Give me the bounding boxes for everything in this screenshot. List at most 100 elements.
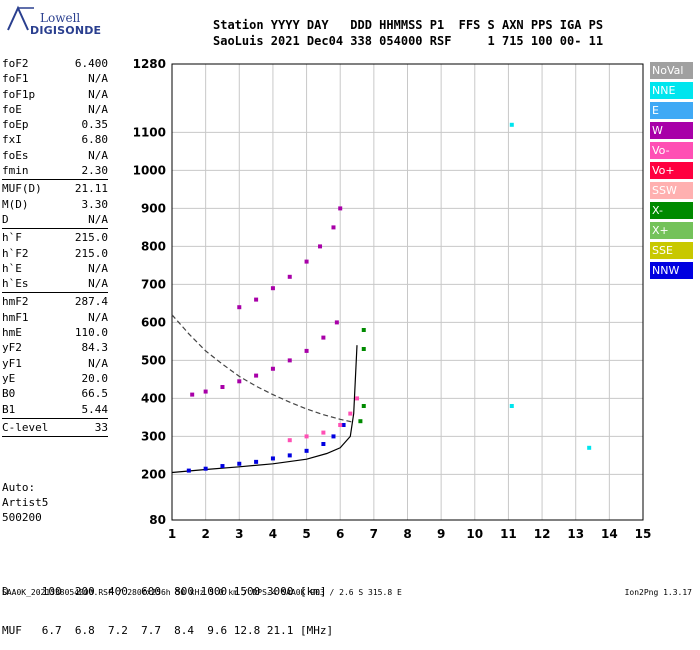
tail-line-2: Artist5 (2, 496, 49, 509)
tail-line-3: 500200 (2, 511, 42, 524)
param-value: N/A (88, 212, 108, 226)
param-value: N/A (88, 277, 108, 291)
y-tick-label: 80 (149, 513, 166, 527)
param-row: h`F2 215.0 (2, 246, 108, 261)
param-row: fmin 2.30 (2, 163, 108, 178)
y-tick-label: 1280 (133, 57, 166, 71)
param-label: h`F2 (2, 246, 29, 260)
y-tick-label: 500 (141, 353, 166, 367)
x-tick-label: 4 (269, 527, 277, 541)
y-tick-label: 800 (141, 239, 166, 253)
data-point-vo- (338, 423, 343, 427)
param-label: yF2 (2, 341, 22, 355)
legend-item-ssw: SSW (650, 182, 693, 199)
data-point-nne (587, 445, 592, 450)
x-tick-label: 1 (168, 527, 176, 541)
param-row: B0 66.5 (2, 386, 108, 401)
legend-item-vo-: Vo- (650, 142, 693, 159)
param-value: 215.0 (74, 246, 108, 260)
data-point-nnw (270, 456, 275, 461)
data-point-w (270, 366, 275, 371)
data-point-w (287, 274, 292, 279)
param-row: foF2 6.400 (2, 56, 108, 71)
logo-lowell-text: Lowell (40, 11, 81, 25)
data-point-w (318, 244, 323, 249)
param-value: 6.400 (74, 57, 108, 70)
y-tick-label: 700 (141, 277, 166, 291)
param-row: yF1 N/A (2, 356, 108, 371)
parameter-list: foF2 6.400 foF1 N/A foF1p N/A foE N/A foEp 0.35 fx… (2, 56, 108, 438)
data-point-w (338, 206, 343, 211)
param-value: 2.30 (81, 164, 109, 178)
data-point-w (190, 392, 195, 397)
legend-item-nnw: NNW (650, 262, 693, 279)
data-point-nnw (341, 423, 346, 427)
data-point-w (254, 297, 259, 302)
param-row: yE 20.0 (2, 371, 108, 386)
data-point-vo- (287, 438, 292, 443)
legend-item-e: E (650, 102, 693, 119)
data-point-w (304, 348, 309, 353)
param-label: fxI (2, 133, 22, 147)
x-tick-label: 10 (466, 527, 483, 541)
x-tick-label: 14 (601, 527, 618, 541)
param-label: hmF1 (2, 310, 29, 324)
y-tick-label: 1100 (133, 125, 166, 139)
x-tick-label: 15 (635, 527, 652, 541)
param-row: h`F 215.0 (2, 230, 108, 245)
data-point-nnw (254, 459, 259, 464)
param-row: foEp 0.35 (2, 117, 108, 132)
data-point-nnw (304, 448, 309, 453)
param-value: N/A (88, 87, 108, 101)
param-label: MUF(D) (2, 182, 42, 196)
x-tick-label: 12 (534, 527, 551, 541)
param-row: hmF2 287.4 (2, 294, 108, 309)
param-row: fxI 6.80 (2, 132, 108, 147)
x-tick-label: 6 (336, 527, 344, 541)
param-row: yF2 84.3 (2, 340, 108, 355)
legend-item-x-: X+ (650, 222, 693, 239)
param-label: foEs (2, 148, 29, 162)
data-point-w (331, 225, 336, 230)
data-point-vo- (355, 396, 360, 401)
data-point-w (304, 259, 309, 264)
param-row: foF1 N/A (2, 71, 108, 86)
data-point-x- (361, 404, 366, 408)
footer-info: SAA0K_2021338054000.RSF / 280fx256h 50 k… (2, 588, 402, 597)
param-label: B0 (2, 387, 16, 401)
legend-item-w: W (650, 122, 693, 139)
param-label: hmF2 (2, 295, 29, 309)
param-separator (2, 292, 108, 294)
logo-digisonde-text: DIGISONDE (30, 24, 102, 37)
plot-frame (171, 63, 644, 521)
param-separator (2, 417, 108, 419)
legend-item-sse: SSE (650, 242, 693, 259)
param-label: foF1 (2, 72, 29, 86)
muf-table-muf-row: MUF 6.7 6.8 7.2 7.7 8.4 9.6 12.8 21.1 [M… (2, 624, 334, 637)
param-label: h`Es (2, 277, 29, 291)
curve-trace (171, 345, 358, 474)
param-label: foE (2, 102, 22, 116)
header-line-2: SaoLuis 2021 Dec04 338 054000 RSF 1 715 … (213, 34, 604, 48)
param-label: D (2, 212, 9, 226)
legend: NoVal NNE E W Vo- Vo+ SSW X- X+ SSE NNW (650, 62, 693, 282)
y-tick-label: 300 (141, 429, 166, 443)
param-value: 66.5 (81, 387, 109, 401)
tail-line-1: Auto: (2, 481, 36, 494)
x-tick-label: 13 (567, 527, 584, 541)
data-point-vo- (304, 434, 309, 439)
param-row: MUF(D) 21.11 (2, 181, 108, 196)
data-point-w (270, 286, 275, 291)
param-row: B1 5.44 (2, 402, 108, 417)
data-point-nnw (331, 434, 336, 439)
x-tick-label: 3 (235, 527, 243, 541)
param-row: hmF1 N/A (2, 310, 108, 325)
data-point-vo- (348, 411, 353, 416)
param-value: N/A (88, 261, 108, 275)
param-label: foF1p (2, 87, 36, 101)
data-point-nnw (237, 461, 242, 466)
param-value: 6.80 (81, 133, 109, 147)
muf-table-distance-row: D 100 200 400 600 800 1000 1500 3000 [km… (2, 585, 327, 598)
y-tick-label: 400 (141, 391, 166, 405)
legend-item-nne: NNE (650, 82, 693, 99)
